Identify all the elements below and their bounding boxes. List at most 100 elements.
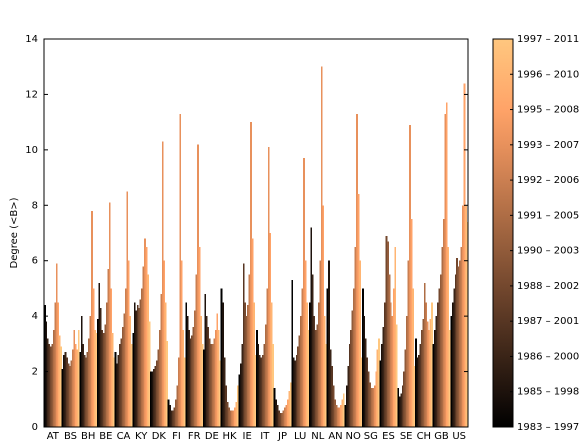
bar — [126, 191, 129, 427]
colorbar-label: 1988 – 2002 — [517, 281, 579, 292]
bar — [86, 352, 89, 427]
bar — [334, 399, 336, 427]
bar — [122, 327, 124, 427]
x-tick-label: KY — [135, 431, 148, 442]
bar — [263, 343, 266, 427]
bar — [292, 357, 295, 427]
bar — [441, 246, 444, 427]
bar — [213, 338, 216, 427]
bar — [195, 274, 198, 427]
bar — [422, 318, 425, 427]
bar — [129, 316, 132, 427]
bar — [155, 360, 158, 427]
bar — [97, 318, 99, 427]
bar — [319, 260, 322, 427]
x-tick-label: US — [452, 431, 466, 442]
bar — [113, 357, 115, 427]
bar — [45, 321, 48, 427]
bar — [204, 293, 207, 427]
bar — [356, 113, 358, 427]
bar — [242, 263, 245, 427]
bar — [360, 357, 363, 427]
bar — [357, 194, 360, 427]
bar — [63, 354, 65, 427]
colorbar-label: 1986 – 2000 — [517, 351, 579, 362]
bar — [448, 330, 451, 427]
bar — [119, 343, 121, 427]
bar — [462, 205, 464, 427]
bar — [152, 368, 155, 427]
bar — [92, 288, 95, 427]
bar — [463, 83, 466, 427]
bar — [70, 360, 73, 427]
bar — [64, 352, 67, 427]
bar — [189, 338, 192, 427]
bar — [314, 330, 317, 427]
bar — [164, 302, 167, 427]
bar — [257, 343, 260, 427]
bar — [276, 404, 279, 427]
bar — [322, 205, 325, 427]
x-tick-label: JP — [277, 431, 287, 442]
bar — [401, 385, 404, 427]
bar — [397, 388, 400, 427]
bar — [136, 305, 139, 427]
x-tick-label: FR — [188, 431, 201, 442]
bar — [332, 385, 335, 427]
bar — [151, 371, 154, 427]
colorbar — [492, 38, 514, 428]
bar — [442, 219, 445, 427]
bar — [123, 313, 126, 427]
bar — [272, 343, 274, 427]
x-tick-label: FI — [172, 431, 181, 442]
bar — [450, 316, 453, 427]
bar — [197, 144, 199, 428]
bar — [76, 349, 79, 427]
bar — [160, 293, 163, 427]
bar — [391, 316, 394, 427]
bar — [46, 338, 49, 427]
bar — [177, 357, 180, 427]
colorbar-label: 1990 – 2003 — [517, 246, 579, 257]
bar — [456, 257, 458, 427]
bar — [49, 346, 52, 427]
bar — [233, 407, 236, 427]
bar — [48, 343, 51, 427]
y-tick-label: 2 — [32, 367, 38, 378]
bar — [54, 302, 57, 427]
x-tick-label: CH — [417, 431, 432, 442]
x-tick-label: SG — [364, 431, 378, 442]
bar — [58, 335, 61, 427]
bar — [370, 388, 373, 427]
bar — [286, 399, 289, 427]
bar — [423, 282, 426, 427]
bar — [400, 393, 403, 427]
bar — [74, 343, 77, 427]
bar — [335, 404, 338, 427]
bar — [230, 410, 233, 427]
bar — [311, 274, 314, 427]
bar — [176, 385, 179, 427]
bar — [435, 316, 438, 427]
bar — [57, 302, 60, 427]
bar — [270, 302, 273, 427]
bar — [385, 235, 388, 427]
bar — [150, 371, 152, 427]
bar — [188, 330, 191, 427]
bar — [248, 274, 251, 427]
bar — [144, 238, 146, 427]
bar — [200, 316, 202, 427]
bar — [376, 349, 379, 427]
bar — [232, 410, 235, 427]
plot-frame — [43, 38, 469, 428]
x-tick-label: BS — [64, 431, 77, 442]
bar — [138, 307, 140, 427]
bar — [379, 360, 382, 427]
bar — [133, 302, 136, 427]
bar — [372, 388, 375, 427]
bar — [172, 410, 174, 427]
bar — [111, 332, 114, 427]
bar — [108, 202, 111, 427]
bar — [306, 302, 308, 427]
bar — [269, 233, 272, 427]
